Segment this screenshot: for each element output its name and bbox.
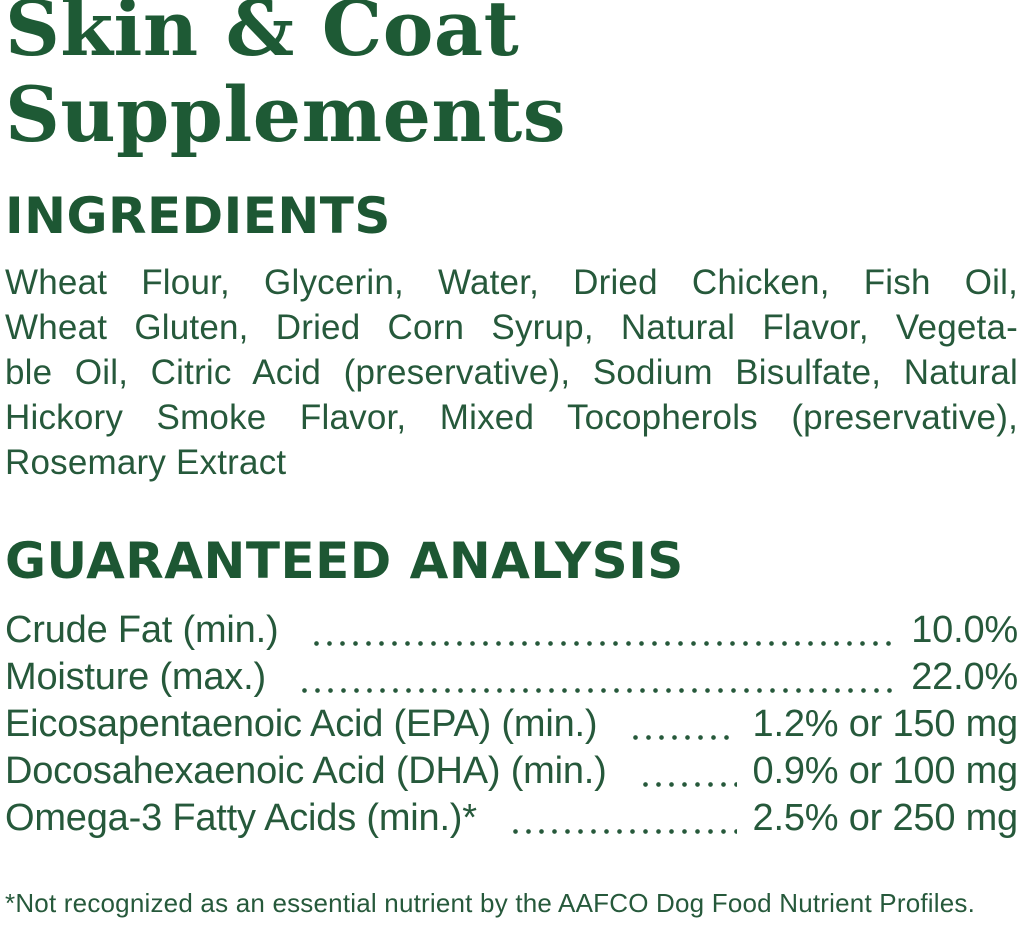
- ingredients-heading: INGREDIENTS: [5, 187, 391, 245]
- dot-leader: [638, 782, 737, 787]
- product-title-line-1: Skin & Coat: [5, 0, 520, 73]
- dot-leader: [508, 829, 737, 834]
- analysis-row-label: Crude Fat (min.): [5, 609, 279, 651]
- product-title: Skin & Coat Supplements: [5, 0, 1018, 158]
- dot-leader: [310, 641, 896, 646]
- dot-leader: [629, 735, 737, 740]
- analysis-row-value: 22.0%: [911, 656, 1018, 698]
- ingredients-line: Wheat Flour, Glycerin, Water, Dried Chic…: [5, 263, 1018, 302]
- analysis-row: Omega-3 Fatty Acids (min.)* 2.5% or 250 …: [5, 795, 1018, 842]
- analysis-row-value: 10.0%: [911, 609, 1018, 651]
- product-title-line-2: Supplements: [5, 70, 567, 159]
- analysis-row: Docosahexaenoic Acid (DHA) (min.) 0.9% o…: [5, 748, 1018, 795]
- analysis-row-label: Moisture (max.): [5, 656, 266, 698]
- analysis-row: Eicosapentaenoic Acid (EPA) (min.) 1.2% …: [5, 701, 1018, 748]
- analysis-row-label: Docosahexaenoic Acid (DHA) (min.): [5, 750, 607, 792]
- analysis-row-value: 0.9% or 100 mg: [752, 750, 1019, 792]
- analysis-row-label: Omega-3 Fatty Acids (min.)*: [5, 797, 477, 839]
- dot-leader: [297, 688, 896, 693]
- aafco-footnote: *Not recognized as an essential nutrient…: [5, 888, 976, 918]
- ingredients-line: Hickory Smoke Flavor, Mixed Tocopherols …: [5, 398, 1018, 437]
- ingredients-line: Wheat Gluten, Dried Corn Syrup, Natural …: [5, 308, 1018, 347]
- ingredients-line: ble Oil, Citric Acid (preservative), Sod…: [5, 353, 1018, 392]
- guaranteed-analysis-heading: GUARANTEED ANALYSIS: [5, 532, 684, 590]
- analysis-row-value: 1.2% or 150 mg: [752, 703, 1019, 745]
- analysis-row-label: Eicosapentaenoic Acid (EPA) (min.): [5, 703, 598, 745]
- guaranteed-analysis-table: Crude Fat (min.) 10.0% Moisture (max.) 2…: [5, 607, 1018, 842]
- ingredients-paragraph: Wheat Flour, Glycerin, Water, Dried Chic…: [5, 260, 1018, 485]
- analysis-row: Crude Fat (min.) 10.0%: [5, 607, 1018, 654]
- ingredients-line: Rosemary Extract: [5, 443, 287, 482]
- analysis-row: Moisture (max.) 22.0%: [5, 654, 1018, 701]
- analysis-row-value: 2.5% or 250 mg: [752, 797, 1019, 839]
